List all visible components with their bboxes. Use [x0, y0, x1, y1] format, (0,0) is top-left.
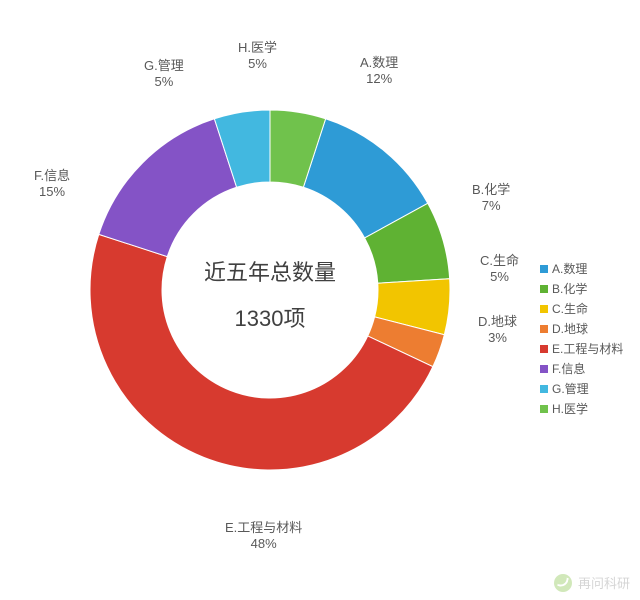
legend-swatch [540, 405, 548, 413]
legend-label: G.管理 [552, 380, 589, 397]
legend-label: A.数理 [552, 260, 587, 277]
legend-label: C.生命 [552, 300, 588, 317]
legend-swatch [540, 365, 548, 373]
legend-item: G.管理 [540, 380, 623, 397]
legend-item: A.数理 [540, 260, 623, 277]
legend-label: D.地球 [552, 320, 588, 337]
legend-label: H.医学 [552, 400, 588, 417]
legend-swatch [540, 325, 548, 333]
legend-item: D.地球 [540, 320, 623, 337]
legend-label: E.工程与材料 [552, 340, 623, 357]
legend: A.数理 B.化学 C.生命 D.地球 E.工程与材料 F.信息 G.管理 H.医学 [540, 260, 623, 420]
watermark-text: 再问科研 [578, 573, 630, 592]
watermark: 再问科研 [554, 573, 630, 592]
legend-item: H.医学 [540, 400, 623, 417]
legend-label: F.信息 [552, 360, 585, 377]
legend-swatch [540, 305, 548, 313]
legend-item: F.信息 [540, 360, 623, 377]
legend-swatch [540, 265, 548, 273]
wechat-icon [554, 574, 572, 592]
legend-item: B.化学 [540, 280, 623, 297]
legend-item: E.工程与材料 [540, 340, 623, 357]
legend-swatch [540, 285, 548, 293]
legend-swatch [540, 345, 548, 353]
legend-item: C.生命 [540, 300, 623, 317]
legend-label: B.化学 [552, 280, 587, 297]
slice-F [99, 119, 237, 257]
legend-swatch [540, 385, 548, 393]
